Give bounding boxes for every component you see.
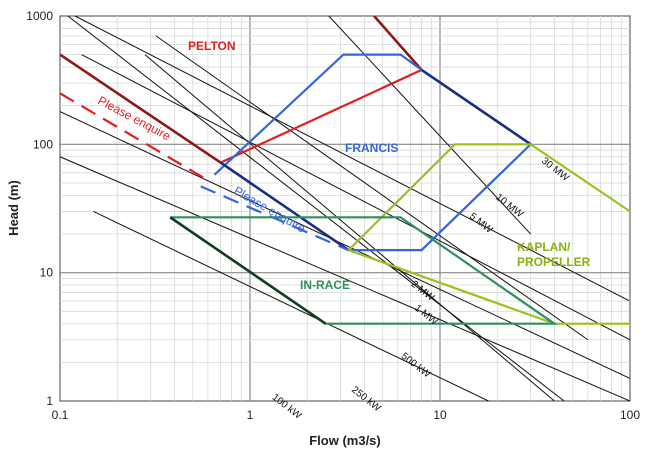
x-tick-label: 10 — [433, 408, 447, 422]
power-iso-line — [144, 54, 555, 401]
y-tick-label: 10 — [40, 266, 54, 280]
francis-envelope-line — [219, 161, 350, 252]
power-iso-lines — [60, 16, 630, 401]
power-iso-line — [74, 16, 630, 302]
y-tick-label: 100 — [33, 137, 53, 151]
power-iso-line — [155, 35, 589, 341]
power-iso-line — [60, 156, 630, 401]
pelton-label: PELTON — [188, 39, 236, 53]
x-tick-label: 1 — [247, 408, 254, 422]
inrace-label: IN-RACE — [300, 278, 350, 292]
power-iso-line — [81, 54, 630, 341]
y-tick-label: 1 — [46, 394, 53, 408]
francis-envelope-line — [420, 68, 532, 146]
turbine-envelopes — [60, 16, 630, 325]
in-race-envelope-line — [169, 216, 327, 325]
pelton-solid-line — [220, 68, 423, 164]
x-tick-label: 0.1 — [52, 408, 69, 422]
francis-label: FRANCIS — [345, 141, 398, 155]
x-tick-label: 100 — [620, 408, 640, 422]
kaplan-label-line-2: PROPELLER — [517, 255, 591, 269]
power-iso-line — [93, 210, 489, 401]
power-iso-line — [328, 16, 532, 235]
gridlines — [60, 16, 630, 401]
plot-area — [59, 15, 631, 402]
y-axis-title: Head (m) — [6, 180, 21, 236]
kaplan-label-line-1: KAPLAN/ — [517, 240, 571, 254]
pelton-dashed-line — [60, 92, 205, 179]
power-iso-line — [60, 111, 630, 379]
x-axis-title: Flow (m3/s) — [309, 433, 381, 448]
pelton-envelope-line — [60, 53, 222, 164]
pelton-envelope-line — [373, 16, 423, 71]
y-tick-label: 1000 — [26, 9, 53, 23]
